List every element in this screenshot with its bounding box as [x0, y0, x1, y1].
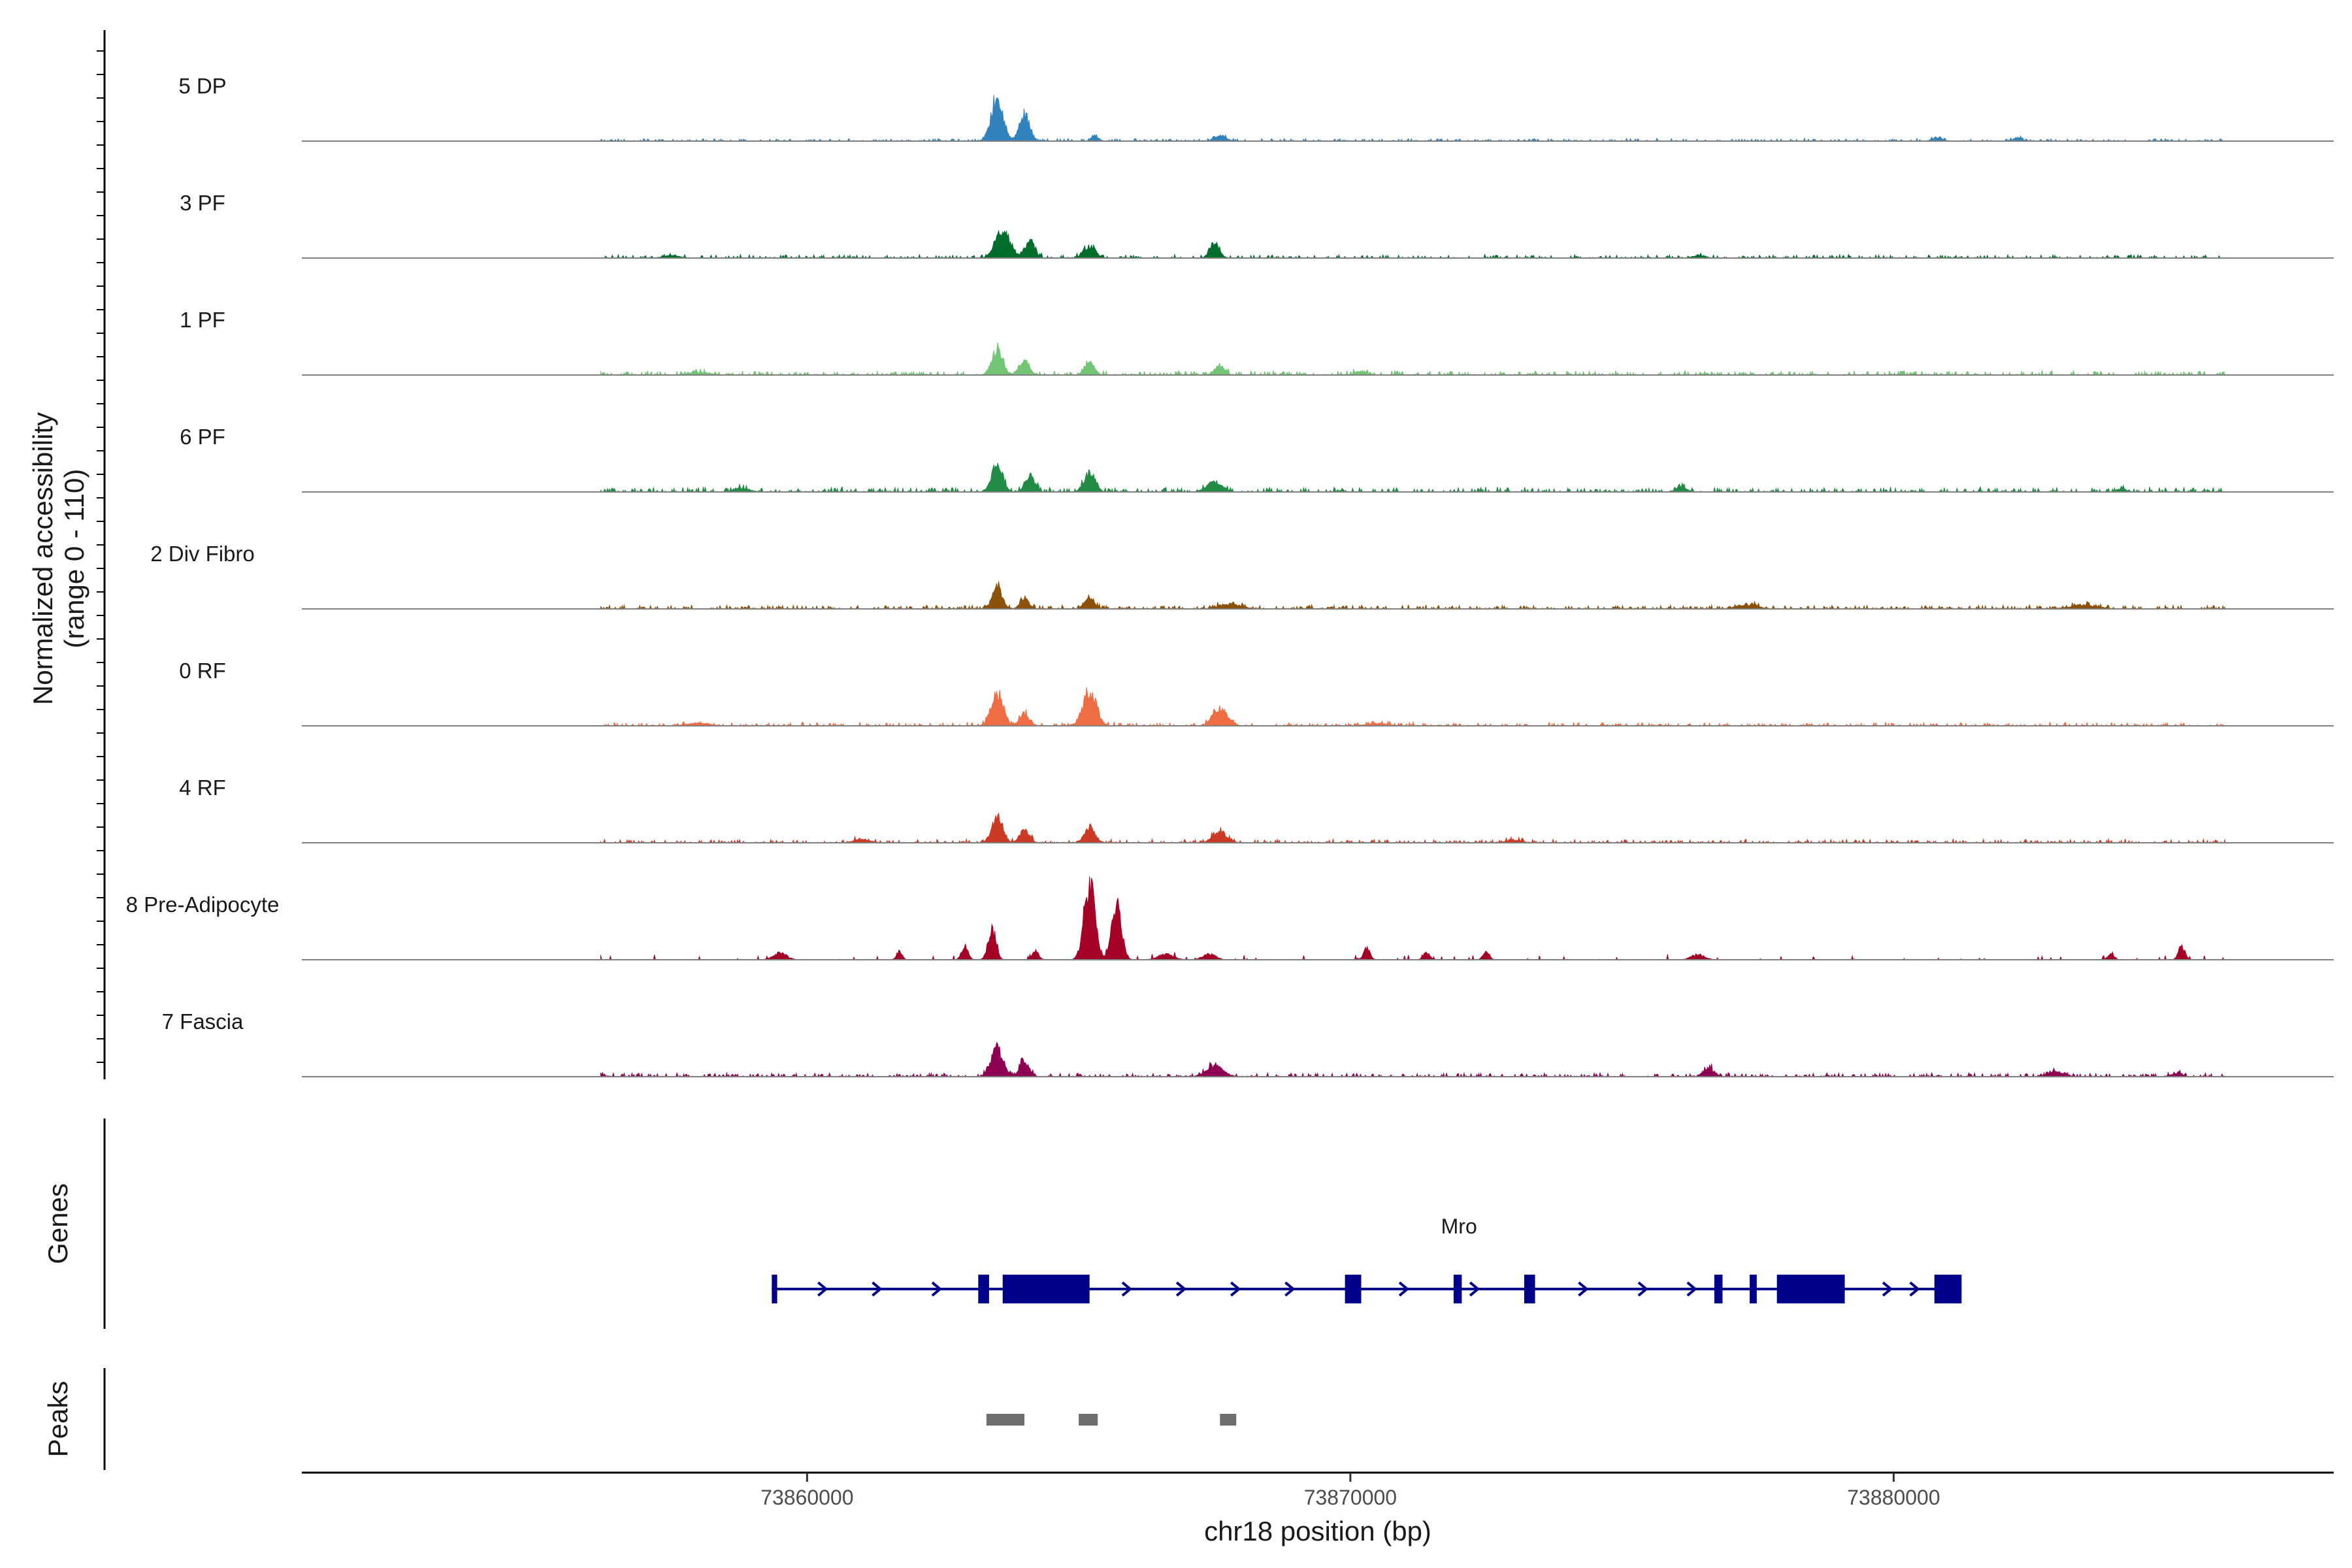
- peaks-panel-title: Peaks: [42, 1381, 73, 1458]
- track-label: 7 Fascia: [162, 1009, 244, 1034]
- x-tick-label: 73870000: [1304, 1486, 1397, 1509]
- track-8: 7 Fascia: [162, 1009, 2334, 1078]
- strand-arrow-icon: [1121, 1281, 1133, 1297]
- strand-arrow-icon: [1909, 1281, 1920, 1297]
- track-7: 8 Pre-Adipocyte: [126, 876, 2334, 961]
- gene-exon: [1750, 1275, 1757, 1303]
- gene-exon: [1453, 1275, 1462, 1303]
- gene-exon: [772, 1275, 777, 1303]
- strand-arrow-icon: [1578, 1281, 1589, 1297]
- x-axis-ticks: 73860000 73870000 73880000: [760, 1473, 1940, 1509]
- genes-panel-title: Genes: [42, 1183, 73, 1264]
- strand-arrow-icon: [1175, 1281, 1187, 1297]
- gene-exon: [978, 1275, 989, 1303]
- gene-exon: [1714, 1275, 1723, 1303]
- track-5: 0 RF: [179, 659, 2334, 727]
- coverage-area: [600, 813, 2225, 844]
- strand-arrow-icon: [1230, 1281, 1241, 1297]
- gene-exon: [1934, 1275, 1962, 1303]
- track-label: 6 PF: [180, 425, 225, 449]
- track-label: 1 PF: [180, 308, 225, 332]
- strand-arrow-icon: [1686, 1281, 1697, 1297]
- strand-arrow-icon: [931, 1281, 943, 1297]
- track-label: 0 RF: [179, 659, 226, 683]
- x-axis-title: chr18 position (bp): [1204, 1516, 1431, 1546]
- gene-track: Mro: [772, 1215, 1962, 1303]
- coverage-tracks: 5 DP 3 PF 1 PF 6 PF 2 Div Fibro 0 RF 4 RF 8 Pre…: [126, 74, 2334, 1078]
- strand-arrow-icon: [1398, 1281, 1410, 1297]
- track-label: 3 PF: [180, 191, 225, 215]
- track-label: 2 Div Fibro: [150, 542, 255, 566]
- track-4: 2 Div Fibro: [150, 542, 2334, 610]
- gene-name-label: Mro: [1441, 1215, 1477, 1238]
- track-1: 3 PF: [180, 191, 2334, 259]
- strand-arrow-icon: [1469, 1281, 1480, 1297]
- strand-arrow-icon: [1284, 1281, 1296, 1297]
- y-axis-title-line1: Normalized accessibility: [27, 412, 58, 705]
- track-label: 5 DP: [178, 74, 226, 98]
- y-axis-title-line2: (range 0 - 110): [59, 469, 90, 649]
- gene-exon: [1776, 1275, 1845, 1303]
- x-tick-label: 73880000: [1847, 1486, 1940, 1509]
- strand-arrow-icon: [872, 1281, 883, 1297]
- track-3: 6 PF: [180, 425, 2334, 493]
- peak-region: [986, 1414, 1024, 1426]
- peak-region: [1079, 1414, 1098, 1426]
- track-0: 5 DP: [178, 74, 2334, 142]
- track-6: 4 RF: [179, 776, 2334, 844]
- gene-exon: [1524, 1275, 1535, 1303]
- track-label: 8 Pre-Adipocyte: [126, 892, 280, 917]
- coverage-y-ticks: [97, 50, 105, 1063]
- track-2: 1 PF: [180, 308, 2334, 376]
- peak-track: [986, 1414, 1237, 1426]
- strand-arrow-icon: [817, 1281, 828, 1297]
- strand-arrow-icon: [1882, 1281, 1893, 1297]
- x-tick-label: 73860000: [760, 1486, 853, 1509]
- gene-exon: [1345, 1275, 1362, 1303]
- strand-arrow-icon: [1637, 1281, 1649, 1297]
- gene-exon: [1002, 1275, 1090, 1303]
- peak-region: [1220, 1414, 1237, 1426]
- track-label: 4 RF: [179, 776, 226, 800]
